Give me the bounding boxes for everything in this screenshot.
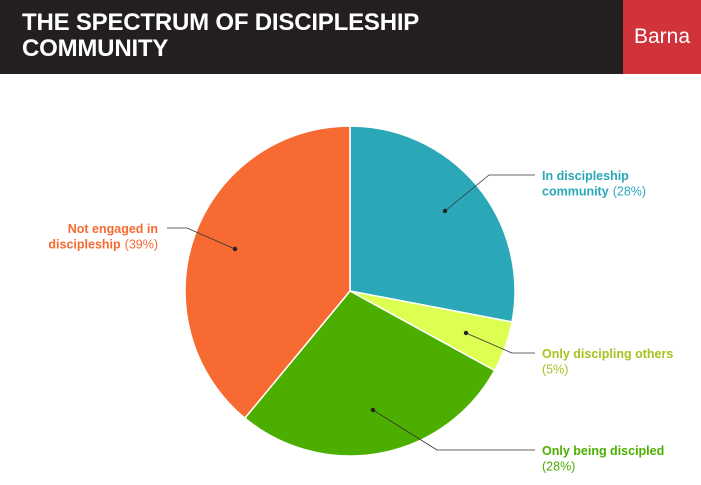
slice-label-0-line-1: community	[542, 185, 609, 199]
title-line-2: COMMUNITY	[22, 35, 169, 62]
pie-slice-3	[184, 125, 351, 420]
slice-label-3-line-1: discipleship	[48, 238, 121, 252]
leader-line-2	[372, 409, 535, 451]
slice-label-0-line-0: In discipleship	[542, 169, 629, 183]
title-line-1: THE SPECTRUM OF DISCIPLESHIP	[22, 9, 420, 36]
pie-slice-0	[349, 125, 516, 323]
leader-line-3	[167, 227, 236, 250]
leader-line-0	[444, 174, 535, 212]
leader-line-1	[465, 332, 535, 354]
slice-label-2-line-0: Only being discipled	[542, 444, 664, 458]
slice-pct-3: (39%)	[125, 238, 158, 252]
leader-dot-3	[232, 246, 238, 252]
header-bar: THE SPECTRUM OF DISCIPLESHIP COMMUNITY B…	[0, 0, 701, 74]
brand-logo: Barna	[623, 0, 701, 74]
slice-label-3-line-0: Not engaged in	[68, 222, 158, 236]
slice-pct-2: (28%)	[542, 460, 575, 474]
slice-pct-0: (28%)	[613, 185, 646, 199]
leader-lines	[167, 174, 535, 451]
page-title: THE SPECTRUM OF DISCIPLESHIP COMMUNITY	[22, 10, 582, 62]
leader-dot-0	[442, 208, 448, 214]
slice-labels: In discipleship community (28%) Only discip…	[48, 169, 673, 474]
leader-dot-2	[370, 407, 376, 413]
pie-slice-2	[243, 290, 496, 457]
pie-slices	[184, 125, 516, 457]
leader-dot-1	[463, 330, 469, 336]
slice-label-1-line-0: Only discipling others	[542, 347, 673, 361]
slice-pct-1: (5%)	[542, 363, 568, 377]
